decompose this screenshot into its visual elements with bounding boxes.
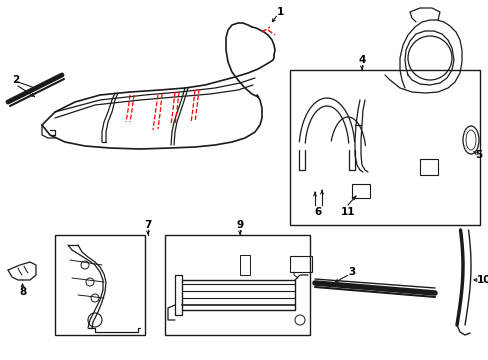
Text: 5: 5 — [474, 150, 482, 160]
Text: 4: 4 — [358, 55, 365, 65]
Bar — [351, 184, 369, 198]
Bar — [419, 159, 437, 175]
Text: 11: 11 — [340, 207, 354, 217]
Bar — [240, 255, 249, 275]
Bar — [55, 235, 145, 335]
Text: 8: 8 — [20, 287, 26, 297]
Bar — [289, 70, 479, 225]
Bar — [289, 256, 311, 272]
Text: 6: 6 — [314, 207, 321, 217]
Text: 1: 1 — [276, 7, 283, 17]
Bar — [164, 235, 309, 335]
Text: 10: 10 — [476, 275, 488, 285]
Text: 3: 3 — [347, 267, 355, 277]
Text: 2: 2 — [12, 75, 20, 85]
Text: 7: 7 — [144, 220, 151, 230]
Text: 9: 9 — [236, 220, 243, 230]
